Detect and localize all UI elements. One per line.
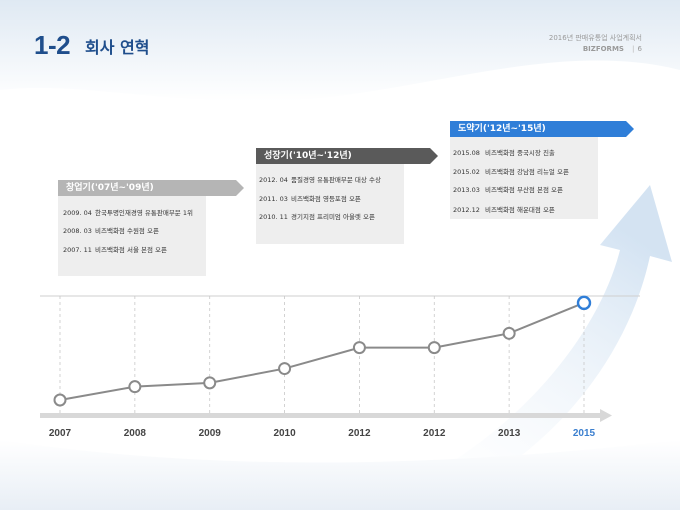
separator: | xyxy=(631,45,635,53)
event-item: 2015.08 비즈백화점 중국시장 진출 xyxy=(453,149,555,157)
x-tick-label: 2008 xyxy=(123,428,146,439)
section-number: 1-2 xyxy=(34,30,71,60)
event-item: 2012. 04 품질경영 유통판매부문 대상 수상 xyxy=(259,176,381,184)
x-tick-label: 2007 xyxy=(48,428,72,439)
phase-box-growth xyxy=(256,164,404,244)
brand-name: BIZFORMS xyxy=(582,45,624,53)
x-tick-label: 2013 xyxy=(498,428,521,439)
x-tick-label: 2012 xyxy=(423,428,446,439)
data-point-5 xyxy=(427,341,441,355)
phase-box-leap xyxy=(450,137,598,219)
phase-header-startup: 창업기('07년~'09년) xyxy=(66,183,154,193)
event-item: 2007. 11 비즈백화점 서울 본점 오픈 xyxy=(63,246,167,254)
document-name: 2016년 판매유통업 사업계획서 xyxy=(548,34,642,42)
data-point-6 xyxy=(502,326,516,340)
x-tick-label: 2010 xyxy=(273,428,296,439)
brand-footer: BIZFORMS | 6 xyxy=(583,45,642,53)
data-point-7 xyxy=(576,295,592,311)
data-point-3 xyxy=(278,362,292,376)
x-tick-label: 2009 xyxy=(198,428,221,439)
event-item: 2010. 11 경기지점 프리미엄 아울렛 오픈 xyxy=(259,213,375,221)
event-item: 2013.03 비즈백화점 부산점 본점 오픈 xyxy=(453,186,563,194)
phase-header-growth: 성장기('10년~'12년) xyxy=(264,151,352,161)
event-item: 2009. 04 한국투명인재경영 유통판매부문 1위 xyxy=(63,209,193,217)
data-point-1 xyxy=(128,380,142,394)
page-title: 회사 연혁 xyxy=(85,38,150,57)
x-tick-label: 2012 xyxy=(348,428,371,439)
page-number: 6 xyxy=(637,45,642,53)
event-item: 2011. 03 비즈백화점 영등포점 오픈 xyxy=(259,195,361,203)
event-item: 2012.12 비즈백화점 해운대점 오픈 xyxy=(453,206,555,214)
phase-header-leap: 도약기('12년~'15년) xyxy=(458,124,546,134)
x-axis-bar xyxy=(40,413,600,418)
x-tick-label: 2015 xyxy=(572,428,596,439)
phase-box-startup xyxy=(58,196,206,276)
data-point-0 xyxy=(53,393,67,407)
series-line xyxy=(59,301,585,401)
data-point-4 xyxy=(352,341,366,355)
event-item: 2008. 03 비즈백화점 수원점 오픈 xyxy=(63,227,159,235)
x-axis-arrowhead xyxy=(600,409,612,422)
data-point-2 xyxy=(203,376,217,390)
event-item: 2015.02 비즈백화점 강남점 리뉴얼 오픈 xyxy=(453,168,569,176)
